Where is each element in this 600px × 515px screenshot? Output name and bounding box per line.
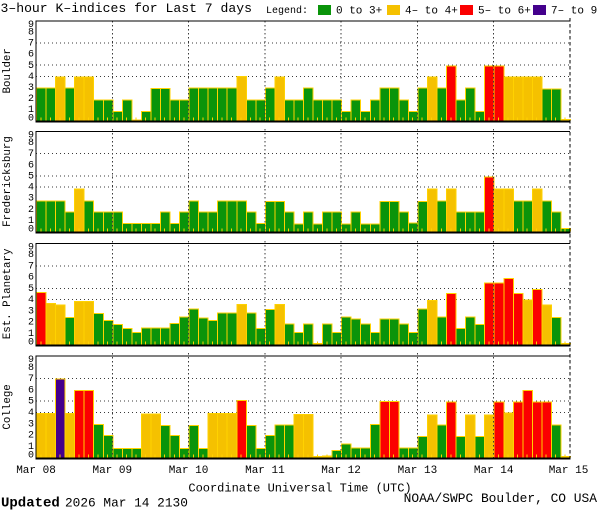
- svg-text:9: 9: [28, 242, 34, 253]
- svg-text:2: 2: [28, 318, 34, 329]
- svg-text:9: 9: [28, 131, 34, 142]
- svg-text:Mar 12: Mar 12: [321, 465, 361, 477]
- svg-text:3: 3: [28, 306, 34, 317]
- svg-text:6: 6: [28, 385, 34, 396]
- svg-text:1: 1: [28, 329, 34, 340]
- svg-text:0: 0: [28, 114, 34, 125]
- svg-text:College: College: [2, 384, 14, 429]
- svg-text:7: 7: [28, 374, 34, 385]
- svg-text:Coordinate Universal Time (UTC: Coordinate Universal Time (UTC): [188, 482, 411, 496]
- svg-text:3: 3: [28, 419, 34, 430]
- svg-text:7– to 9: 7– to 9: [551, 6, 597, 18]
- svg-text:Updated: Updated: [1, 496, 60, 511]
- svg-text:7: 7: [28, 39, 34, 50]
- svg-text:Mar 08: Mar 08: [16, 465, 56, 477]
- svg-text:4: 4: [28, 295, 34, 306]
- svg-text:5– to 6+: 5– to 6+: [478, 6, 531, 18]
- svg-text:4: 4: [28, 183, 34, 194]
- svg-text:Legend:: Legend:: [266, 5, 308, 17]
- svg-text:Fredericksburg: Fredericksburg: [2, 136, 14, 227]
- svg-text:0: 0: [28, 225, 34, 236]
- svg-text:8: 8: [28, 363, 34, 374]
- svg-text:4: 4: [28, 72, 34, 83]
- svg-text:NOAA/SWPC Boulder, CO USA: NOAA/SWPC Boulder, CO USA: [404, 491, 598, 506]
- svg-text:6: 6: [28, 160, 34, 171]
- svg-text:1: 1: [28, 105, 34, 116]
- svg-text:8: 8: [28, 250, 34, 261]
- svg-text:0 to 3+: 0 to 3+: [336, 6, 382, 18]
- svg-text:5: 5: [28, 397, 34, 408]
- svg-text:2: 2: [28, 94, 34, 105]
- svg-text:9: 9: [28, 355, 34, 366]
- svg-text:5: 5: [28, 61, 34, 72]
- svg-text:1: 1: [28, 216, 34, 227]
- svg-text:Boulder: Boulder: [2, 48, 14, 93]
- svg-text:Mar 13: Mar 13: [398, 465, 438, 477]
- svg-text:3–hour K–indices for Last 7 da: 3–hour K–indices for Last 7 days: [1, 1, 252, 16]
- svg-text:5: 5: [28, 171, 34, 182]
- svg-text:8: 8: [28, 138, 34, 149]
- svg-text:3: 3: [28, 83, 34, 94]
- svg-text:7: 7: [28, 149, 34, 160]
- svg-text:7: 7: [28, 261, 34, 272]
- svg-text:6: 6: [28, 273, 34, 284]
- svg-text:6: 6: [28, 50, 34, 61]
- svg-text:1: 1: [28, 442, 34, 453]
- svg-text:9: 9: [28, 20, 34, 31]
- svg-text:Mar 15: Mar 15: [549, 465, 589, 477]
- svg-text:Mar 10: Mar 10: [169, 465, 209, 477]
- svg-text:2: 2: [28, 431, 34, 442]
- svg-text:0: 0: [28, 451, 34, 462]
- svg-text:Mar 14: Mar 14: [474, 465, 514, 477]
- svg-text:8: 8: [28, 28, 34, 39]
- svg-text:4: 4: [28, 408, 34, 419]
- svg-text:Mar 09: Mar 09: [92, 465, 132, 477]
- svg-text:Est. Planetary: Est. Planetary: [2, 248, 14, 339]
- svg-text:0: 0: [28, 338, 34, 349]
- svg-text:5: 5: [28, 284, 34, 295]
- svg-text:2: 2: [28, 205, 34, 216]
- svg-text:3: 3: [28, 194, 34, 205]
- svg-text:4– to 4+: 4– to 4+: [405, 6, 458, 18]
- svg-text:2026 Mar 14 2130: 2026 Mar 14 2130: [65, 496, 188, 511]
- svg-text:Mar 11: Mar 11: [245, 465, 285, 477]
